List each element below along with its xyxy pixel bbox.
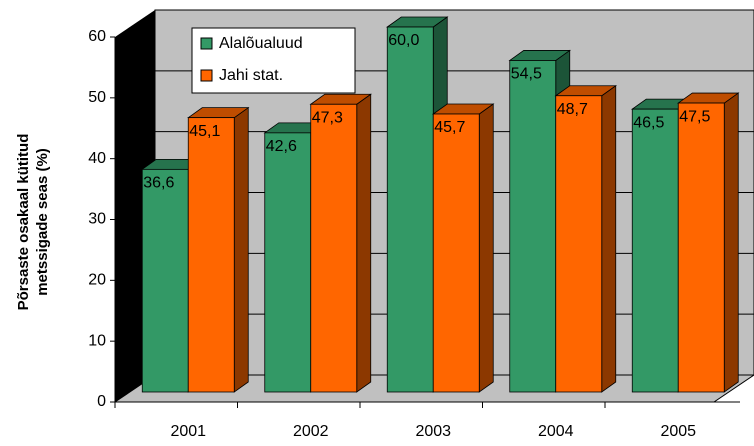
y-tick-label: 60 (88, 28, 106, 45)
x-tick-label: 2002 (293, 423, 329, 440)
bar-front (264, 132, 312, 393)
y-tick-label: 30 (88, 211, 106, 228)
bar (677, 92, 740, 393)
y-axis-label: metssigade seas (%) (34, 148, 51, 296)
data-label: 54,5 (511, 66, 542, 83)
x-tick-label: 2005 (660, 423, 696, 440)
data-label: 42,6 (266, 138, 297, 155)
y-tick-label: 20 (88, 272, 106, 289)
data-label: 36,6 (143, 175, 174, 192)
y-tick-label: 40 (88, 150, 106, 167)
data-label: 47,3 (312, 109, 343, 126)
x-tick-label: 2001 (170, 423, 206, 440)
data-label: 48,7 (557, 101, 588, 118)
legend-label: Alalõualuud (219, 35, 303, 52)
legend-label: Jahi stat. (219, 67, 283, 84)
bar (432, 103, 495, 393)
bar-front (677, 102, 725, 393)
bar-side (601, 84, 617, 393)
x-tick-label: 2003 (415, 423, 451, 440)
legend (191, 27, 356, 94)
bar-front (555, 95, 603, 393)
bar-front (631, 108, 679, 393)
bar (187, 106, 250, 393)
data-label: 60,0 (388, 32, 419, 49)
bar-side (233, 106, 249, 393)
bar-front (509, 60, 557, 393)
data-label: 45,1 (189, 123, 220, 140)
legend-swatch (200, 37, 213, 50)
data-label: 46,5 (633, 114, 664, 131)
y-tick-label: 50 (88, 89, 106, 106)
bar-side (478, 103, 494, 393)
bar (309, 93, 372, 393)
x-tick-label: 2004 (538, 423, 574, 440)
bar-front (187, 117, 235, 393)
bar-front (386, 26, 434, 393)
bar-side (356, 93, 372, 393)
y-axis-label: Põrsaste osakaal kütitud (15, 134, 32, 311)
bar-front (310, 103, 358, 393)
legend-swatch (200, 69, 213, 82)
bar (554, 84, 617, 393)
bar-front (432, 113, 480, 393)
data-label: 45,7 (434, 119, 465, 136)
bar-front (141, 168, 189, 393)
y-tick-label: 10 (88, 332, 106, 349)
data-label: 47,5 (679, 108, 710, 125)
y-tick-label: 0 (97, 393, 106, 410)
bar-side (723, 92, 739, 393)
